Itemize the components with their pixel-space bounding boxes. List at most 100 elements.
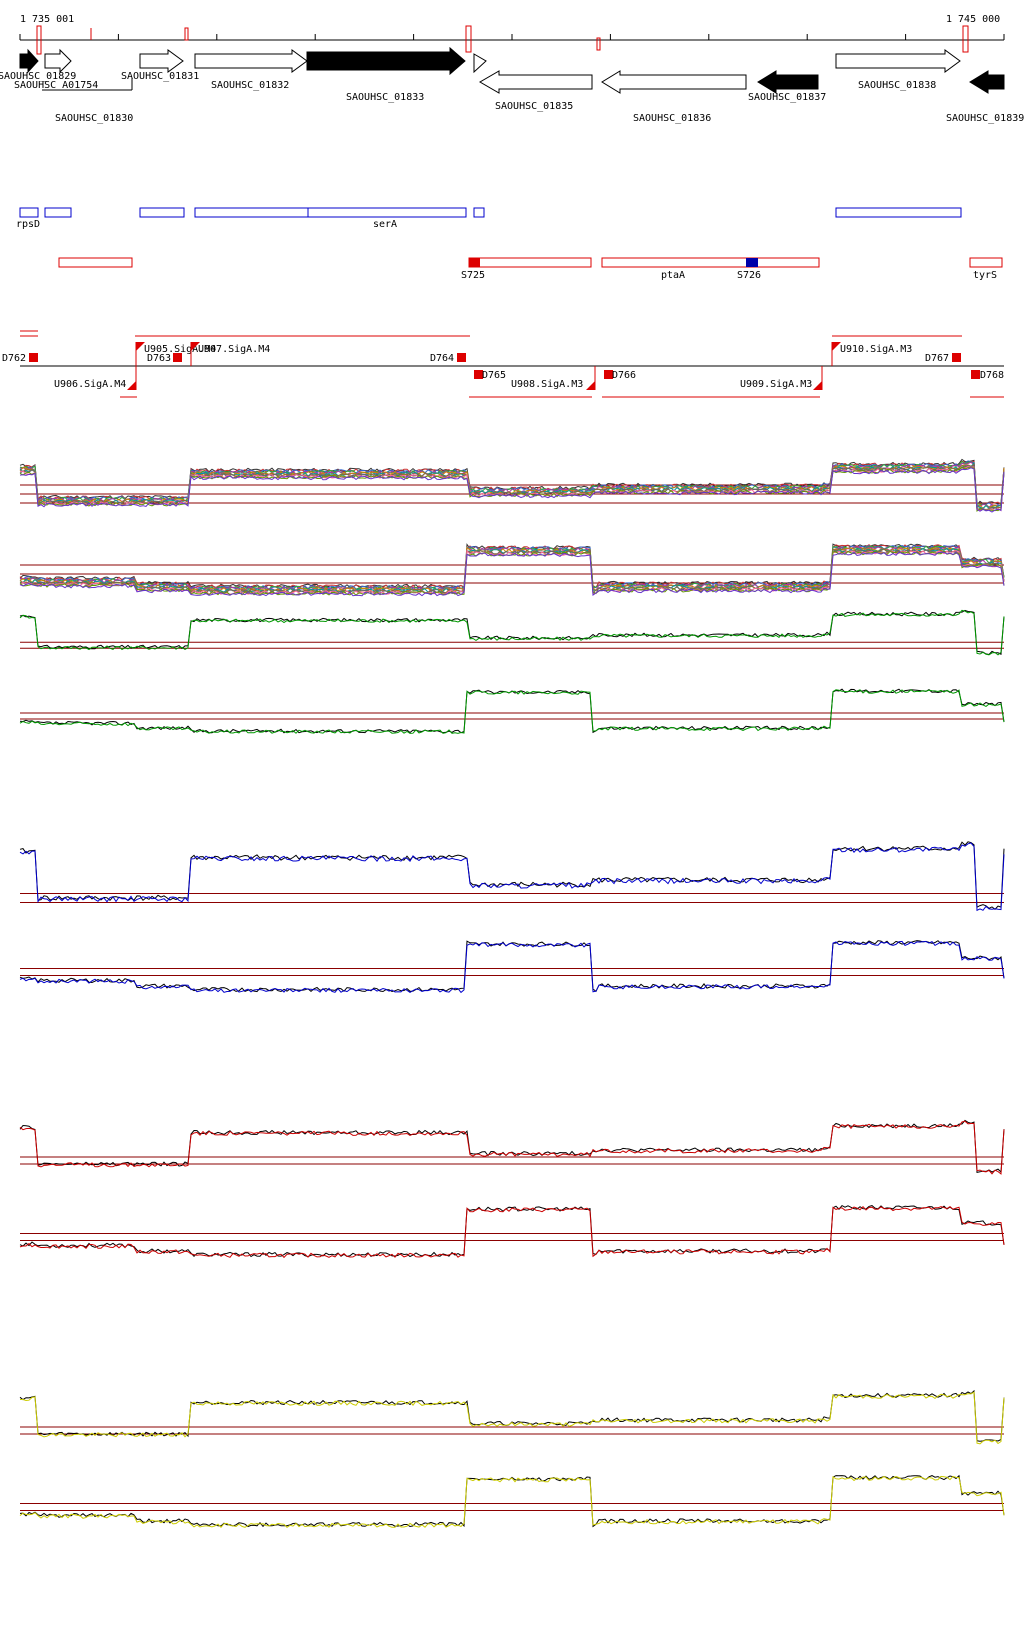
gene-label-01832: SAOUHSC_01832 — [211, 80, 289, 91]
annotation-s725[interactable] — [468, 257, 592, 268]
segment-d768[interactable]: D768 — [971, 370, 1004, 381]
segment-label-u908: U908.SigA.M3 — [511, 379, 583, 390]
annotation-tyrs[interactable] — [969, 257, 1003, 268]
annotation-block-7[interactable] — [835, 207, 962, 218]
profile-line — [19, 841, 1005, 910]
gene-label-01833: SAOUHSC_01833 — [346, 92, 424, 103]
segment-label-u906: U906.SigA.M4 — [54, 379, 126, 390]
gene-label-01838: SAOUHSC_01838 — [858, 80, 936, 91]
segment-d767[interactable]: D767 — [925, 353, 961, 364]
heatmap-minus-profiles — [19, 543, 1005, 597]
annotation-label-sera: serA — [373, 219, 397, 230]
segment-label-u907: U907.SigA.M4 — [198, 344, 270, 355]
gene-label-01836: SAOUHSC_01836 — [633, 113, 711, 124]
annotation-minus-block-1[interactable] — [58, 257, 133, 268]
segment-label-u905: U905.SigA.M4 — [144, 344, 216, 355]
gene-label-01839: SAOUHSC_01839 — [946, 113, 1024, 124]
gene-saouhsc-01829[interactable]: SAOUHSC_01829 — [0, 48, 76, 82]
segment-label-d768: D768 — [980, 370, 1004, 381]
yellow-plus-track — [19, 1389, 1005, 1445]
segment-d762[interactable]: D762 — [2, 353, 38, 364]
gene-saouhsc-01835[interactable]: SAOUHSC_01835 — [479, 70, 593, 112]
segment-u909[interactable]: U909.SigA.M3 — [740, 366, 823, 390]
annotation-sera[interactable] — [307, 207, 467, 218]
gene-track: SAOUHSC_01829 SAOUHSC_A01754 SAOUHSC_018… — [0, 46, 1024, 124]
ruler-markers — [36, 25, 969, 55]
gene-label-01829: SAOUHSC_01829 — [0, 71, 76, 82]
heatmap-plus-profiles — [19, 458, 1005, 513]
gene-saouhsc-01832[interactable]: SAOUHSC_01832 — [194, 49, 308, 91]
s726-marker[interactable] — [746, 258, 758, 267]
gene-saouhsc-01838[interactable]: SAOUHSC_01838 — [835, 49, 961, 91]
blue-minus-track — [19, 940, 1005, 994]
green-minus-track — [19, 688, 1005, 734]
blue-plus-track — [19, 841, 1005, 912]
profile-line — [19, 842, 1005, 912]
gene-saouhsc-a01754[interactable]: SAOUHSC_A01754 — [14, 48, 98, 91]
segment-label-d763: D763 — [147, 353, 171, 364]
annotation-rpsd[interactable] — [19, 207, 39, 218]
gene-label-a01754: SAOUHSC_A01754 — [14, 80, 98, 91]
ruler-start-label: 1 735 001 — [20, 14, 74, 25]
annotation-ptaa[interactable] — [601, 257, 820, 268]
segment-d764[interactable]: D764 — [430, 353, 466, 364]
annotation-block-6[interactable] — [473, 207, 485, 218]
segment-u908[interactable]: U908.SigA.M3 — [511, 366, 596, 390]
segment-u910[interactable]: U910.SigA.M3 — [831, 342, 912, 366]
profile-line — [19, 1120, 1005, 1175]
profile-line — [19, 1474, 1005, 1528]
annotation-block-3[interactable] — [139, 207, 185, 218]
annotation-plus-track: rpsD serA — [16, 207, 962, 230]
coordinate-ruler: 1 735 001 1 745 000 — [19, 14, 1005, 55]
gene-saouhsc-01837[interactable]: SAOUHSC_01837 — [748, 70, 826, 103]
segment-d763[interactable]: D763 — [147, 353, 182, 364]
profile-line — [19, 1204, 1005, 1258]
gene-saouhsc-01833[interactable]: SAOUHSC_01833 — [306, 46, 466, 103]
segment-u907[interactable]: U907.SigA.M4 — [190, 342, 270, 366]
red-plus-track — [19, 1119, 1005, 1175]
segmentation-track: D762 U905.SigA.M4 U907.SigA.M4 D763 D764… — [2, 330, 1004, 398]
profile-line — [19, 940, 1005, 993]
segment-u906[interactable]: U906.SigA.M4 — [54, 366, 137, 390]
profile-line — [19, 548, 1005, 594]
gene-saouhsc-01830[interactable]: SAOUHSC_01830 — [42, 78, 133, 124]
yellow-minus-track — [19, 1474, 1005, 1529]
annotation-label-rpsd: rpsD — [16, 219, 40, 230]
segment-d766[interactable]: D766 — [604, 370, 636, 381]
annotation-block-4[interactable] — [194, 207, 309, 218]
profile-line — [19, 689, 1005, 734]
segment-u905[interactable]: U905.SigA.M4 — [135, 342, 216, 366]
profile-line — [19, 940, 1005, 994]
profile-line — [19, 609, 1005, 656]
profile-line — [19, 551, 1005, 597]
gene-saouhsc-01839[interactable]: SAOUHSC_01839 — [946, 70, 1024, 124]
profile-line — [19, 1205, 1005, 1259]
expression-tracks — [19, 458, 1005, 1529]
segment-label-d767: D767 — [925, 353, 949, 364]
profile-line — [19, 467, 1005, 513]
s725-marker — [469, 258, 480, 267]
annotation-label-tyrs: tyrS — [973, 270, 997, 281]
segment-label-d762: D762 — [2, 353, 26, 364]
annotation-label-ptaa: ptaA — [661, 270, 685, 281]
gene-label-01831: SAOUHSC_01831 — [121, 71, 199, 82]
segment-label-d764: D764 — [430, 353, 454, 364]
gene-saouhsc-01836[interactable]: SAOUHSC_01836 — [601, 70, 747, 124]
profile-line — [19, 688, 1005, 734]
segment-label-u909: U909.SigA.M3 — [740, 379, 812, 390]
gene-saouhsc-01834[interactable] — [473, 53, 487, 74]
ruler-ticks — [19, 34, 1005, 40]
gene-label-01830: SAOUHSC_01830 — [55, 113, 133, 124]
segment-label-d765: D765 — [482, 370, 506, 381]
green-plus-track — [19, 609, 1005, 656]
segment-d765[interactable]: D765 — [474, 370, 506, 381]
annotation-block-2[interactable] — [44, 207, 72, 218]
ruler-end-label: 1 745 000 — [946, 14, 1000, 25]
profile-line — [20, 1391, 1005, 1445]
red-minus-track — [19, 1204, 1005, 1259]
annotation-label-s726: S726 — [737, 270, 761, 281]
gene-saouhsc-01831[interactable]: SAOUHSC_01831 — [121, 49, 199, 82]
gene-label-01835: SAOUHSC_01835 — [495, 101, 573, 112]
annotation-label-s725: S725 — [461, 270, 485, 281]
